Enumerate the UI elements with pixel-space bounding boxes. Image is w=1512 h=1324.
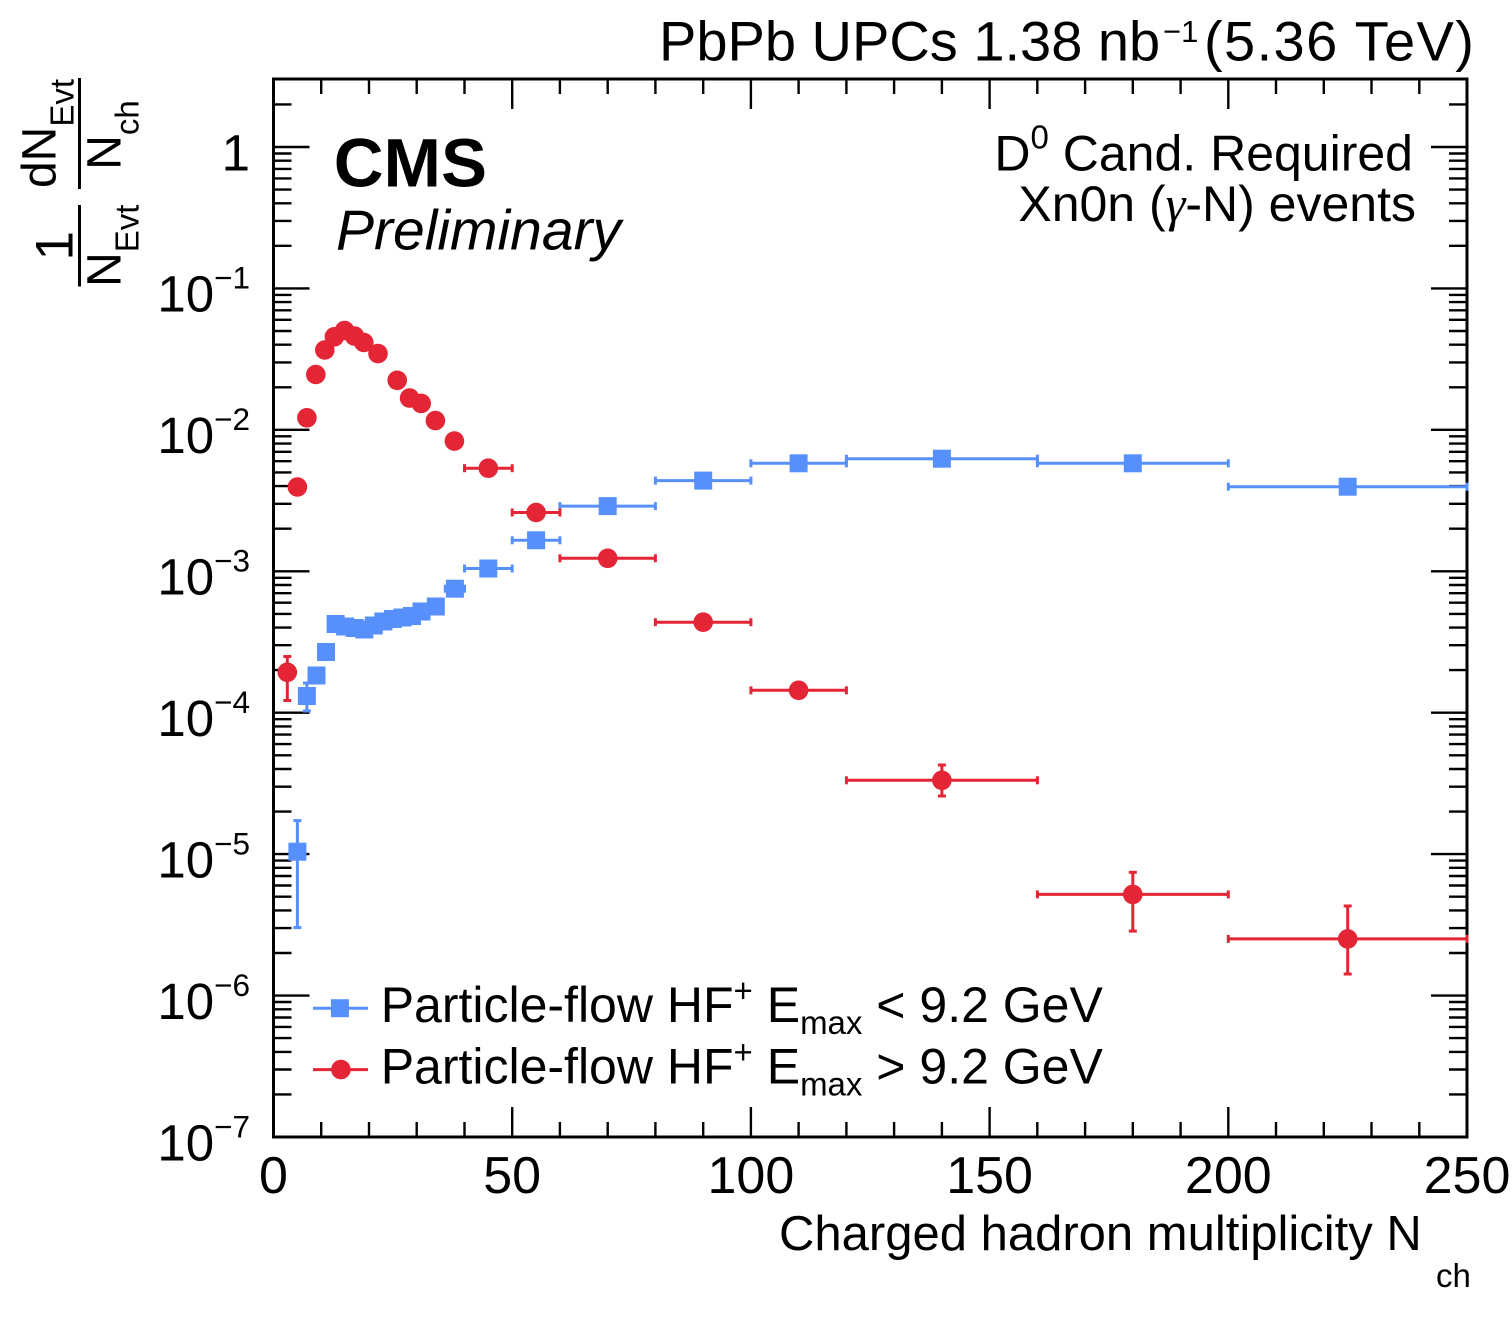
svg-text:10−7: 10−7 <box>157 1108 250 1171</box>
svg-text:100: 100 <box>708 1147 795 1205</box>
svg-text:CMS: CMS <box>334 124 487 201</box>
svg-text:1: 1 <box>26 231 85 260</box>
svg-text:1: 1 <box>222 124 250 181</box>
svg-text:0: 0 <box>259 1147 288 1205</box>
svg-text:Xn0n (γ-N) events: Xn0n (γ-N) events <box>1018 176 1416 232</box>
svg-text:D0 Cand. Required: D0 Cand. Required <box>994 119 1413 182</box>
svg-text:Charged hadron multiplicity N: Charged hadron multiplicity N <box>779 1207 1422 1261</box>
svg-text:(5.36 TeV): (5.36 TeV) <box>1204 10 1475 73</box>
svg-text:Preliminary: Preliminary <box>336 198 625 262</box>
svg-text:200: 200 <box>1185 1147 1272 1205</box>
svg-text:50: 50 <box>483 1147 541 1205</box>
svg-text:PbPb UPCs 1.38 nb: PbPb UPCs 1.38 nb <box>659 10 1160 73</box>
svg-text:150: 150 <box>946 1147 1033 1205</box>
svg-text:250: 250 <box>1424 1147 1511 1205</box>
svg-text:ch: ch <box>1436 1257 1471 1294</box>
svg-text:−1: −1 <box>1163 14 1198 49</box>
